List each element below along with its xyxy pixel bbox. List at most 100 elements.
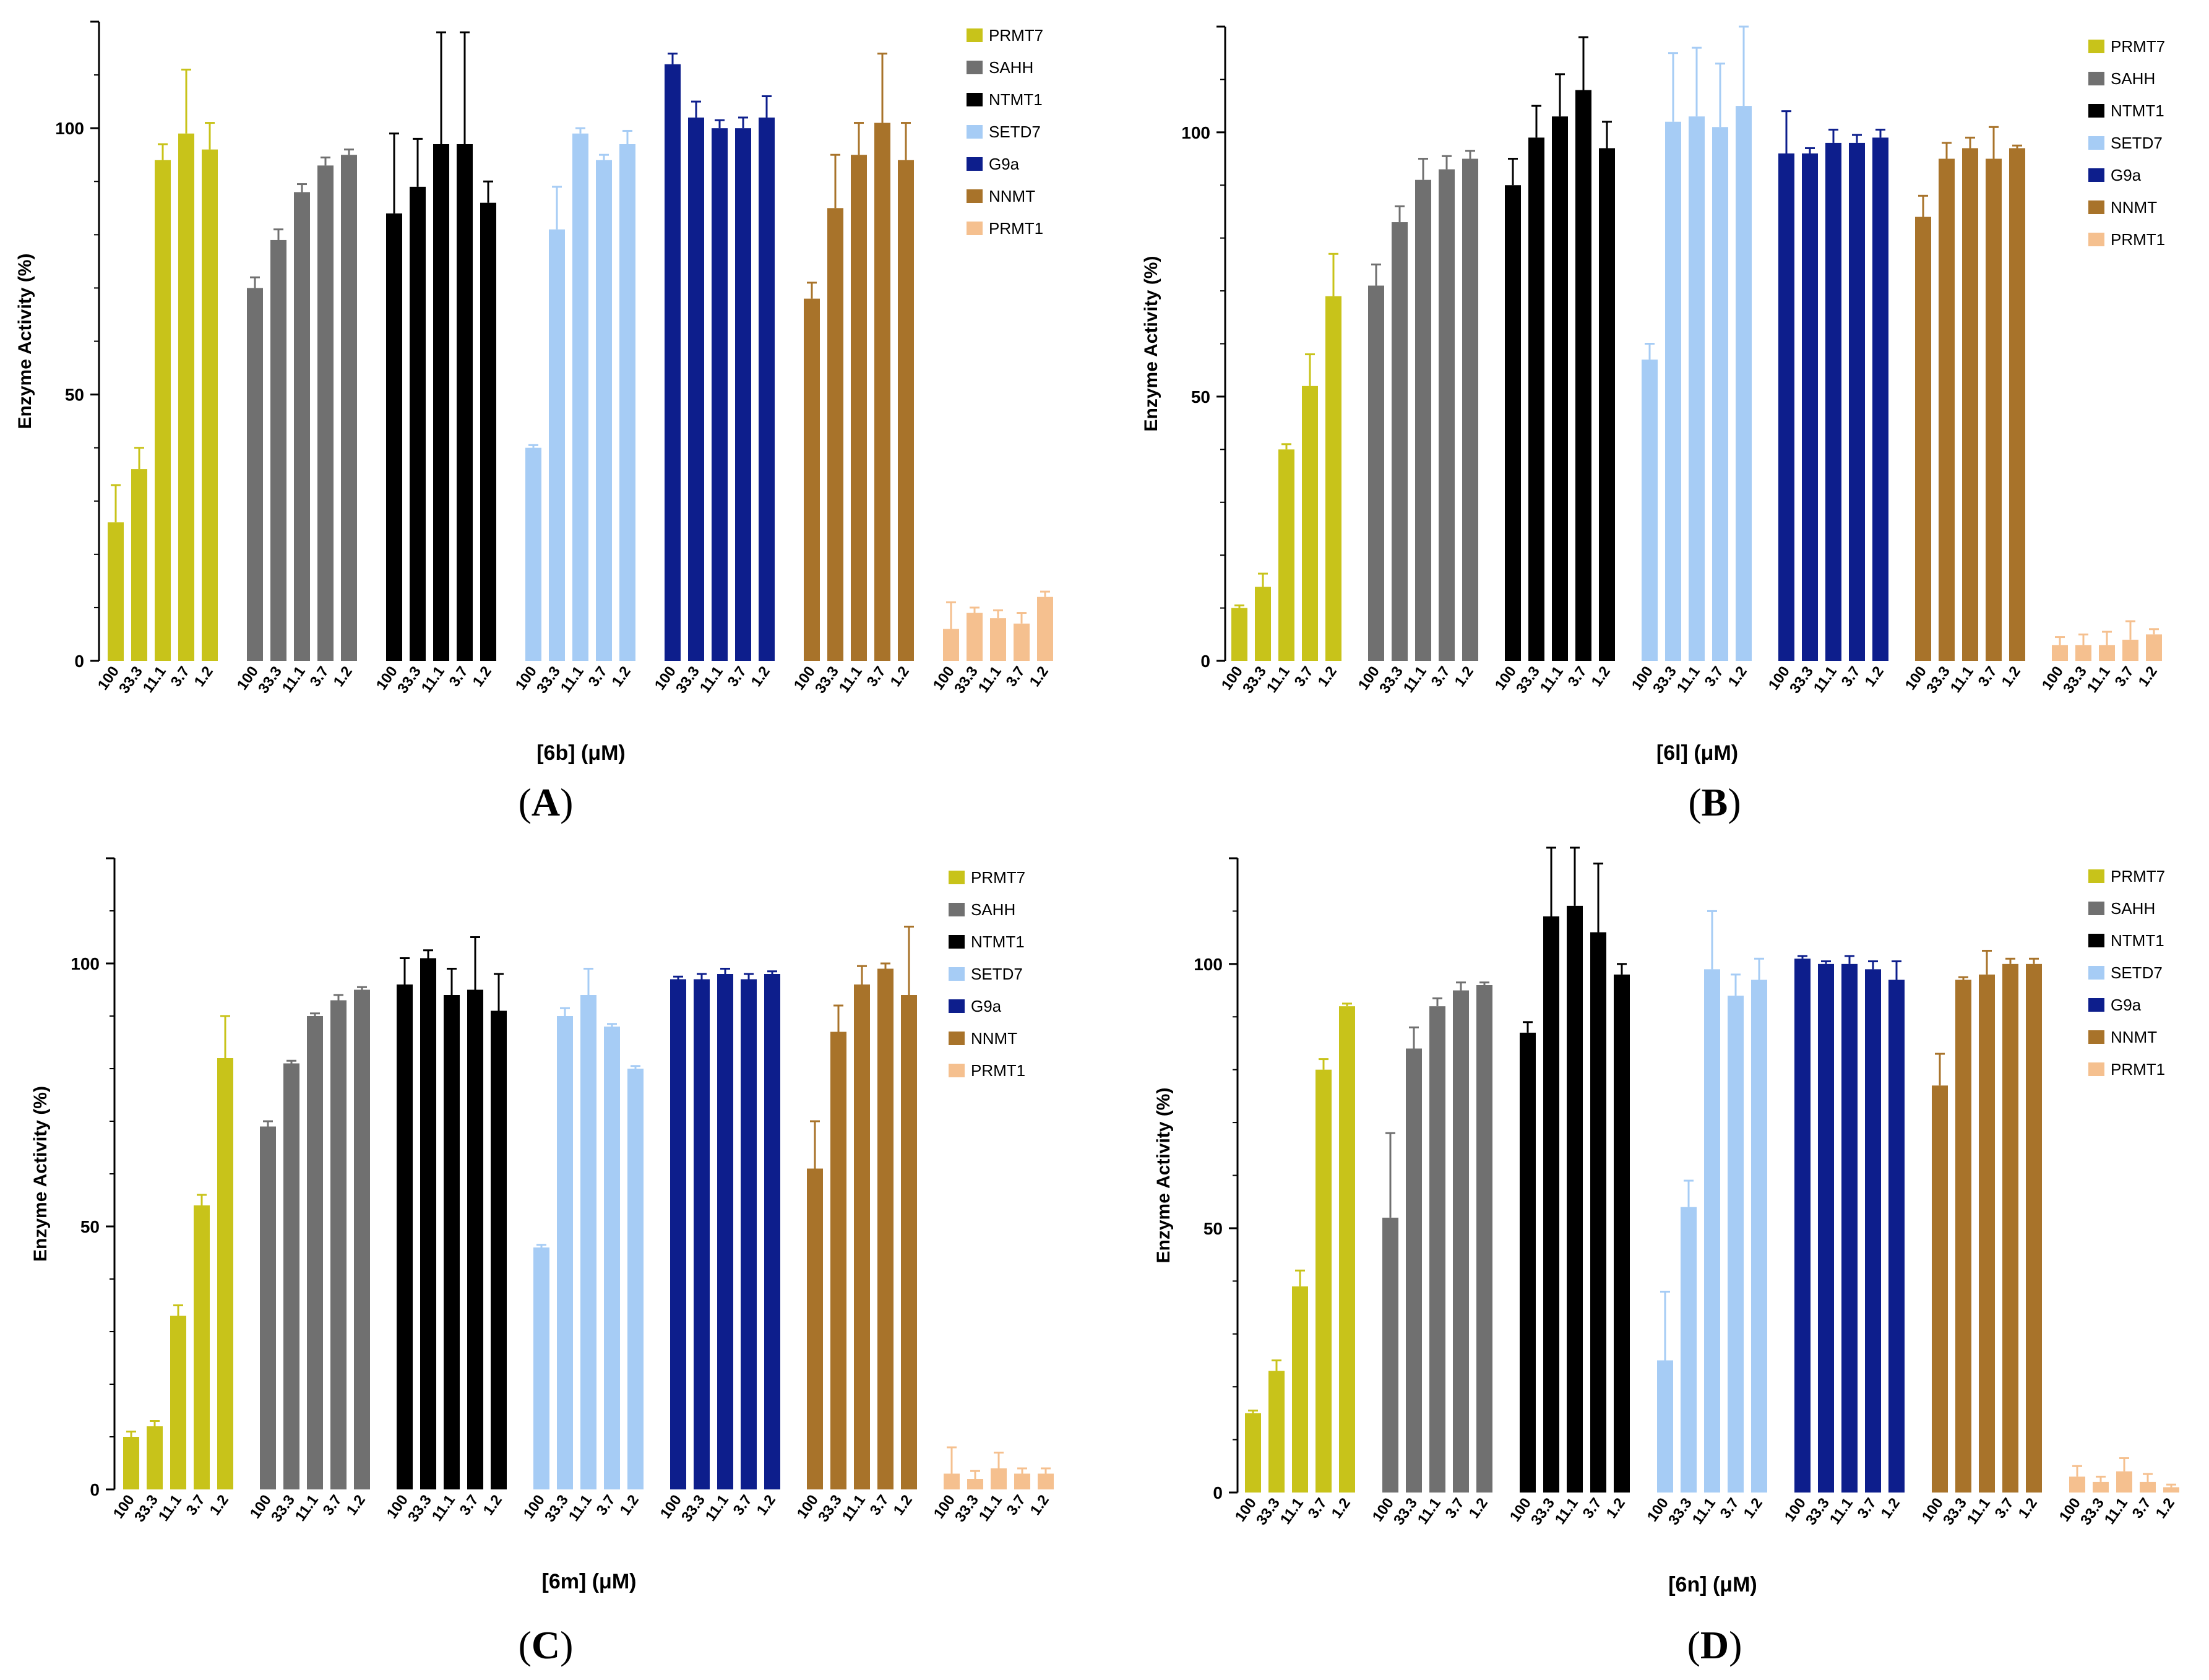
legend-swatch-sahh [949, 903, 965, 916]
bar-prmt7-11.1 [170, 1316, 186, 1489]
y-tick-label: 50 [65, 386, 84, 405]
x-tick-label: 1.2 [1027, 1492, 1053, 1518]
x-tick-label: 1.2 [1588, 663, 1614, 690]
legend-swatch-nnmt [2088, 200, 2104, 214]
bar-ntmt1-33.3 [420, 958, 436, 1489]
bar-setd7-3.7 [1712, 127, 1728, 661]
bar-setd7-100 [1657, 1360, 1673, 1493]
bar-nnmt-3.7 [874, 123, 890, 661]
y-tick-label: 50 [80, 1217, 100, 1236]
x-tick-label: 1.2 [343, 1492, 369, 1518]
x-axis-label: [6b] (μM) [536, 741, 626, 765]
bar-prmt1-3.7 [2122, 639, 2138, 661]
bar-nnmt-100 [1932, 1085, 1948, 1493]
legend-label-prmt1: PRMT1 [989, 219, 1043, 238]
bar-sahh-3.7 [317, 165, 334, 661]
x-tick-label: 1.2 [207, 1492, 232, 1518]
bar-nnmt-33.3 [827, 208, 843, 661]
bar-sahh-1.2 [1476, 985, 1492, 1493]
bar-prmt1-11.1 [2099, 645, 2115, 661]
bar-setd7-33.3 [557, 1016, 573, 1489]
bar-sahh-100 [1368, 285, 1384, 661]
legend-swatch-prmt1 [967, 222, 983, 235]
x-tick-label: 33.3 [541, 1492, 572, 1525]
bar-setd7-11.1 [1704, 969, 1720, 1493]
bar-prmt1-1.2 [1037, 597, 1053, 661]
x-tick-label: 1.2 [1328, 1495, 1354, 1522]
bar-g9a-3.7 [1865, 969, 1881, 1493]
bar-g9a-3.7 [735, 128, 751, 661]
bar-g9a-33.3 [694, 979, 710, 1489]
legend-swatch-nnmt [949, 1032, 965, 1045]
y-tick-label: 50 [1204, 1219, 1223, 1238]
bar-sahh-33.3 [283, 1063, 299, 1489]
bar-g9a-100 [670, 979, 686, 1489]
x-tick-label: 33.3 [815, 1492, 845, 1525]
bar-sahh-1.2 [341, 155, 357, 661]
y-axis-label: Enzyme Activity (%) [1153, 1088, 1174, 1264]
x-tick-label: 33.3 [405, 1492, 435, 1525]
bar-prmt1-3.7 [2140, 1481, 2156, 1493]
x-tick-label: 3.7 [1717, 1495, 1742, 1522]
x-tick-label: 1.2 [1862, 663, 1887, 690]
bar-ntmt1-1.2 [491, 1010, 507, 1489]
x-tick-label: 1.2 [754, 1492, 779, 1518]
legend-label-setd7: SETD7 [2111, 963, 2163, 982]
bar-prmt7-100 [1231, 608, 1247, 661]
x-tick-label: 11.1 [155, 1492, 185, 1525]
legend-label-ntmt1: NTMT1 [971, 933, 1025, 951]
x-tick-label: 1.2 [887, 663, 913, 690]
x-tick-label: 33.3 [1802, 1495, 1833, 1528]
x-tick-label: 1.2 [1725, 663, 1750, 690]
legend-label-g9a: G9a [2111, 166, 2142, 184]
x-tick-label: 33.3 [116, 663, 146, 697]
bar-prmt7-3.7 [178, 133, 194, 661]
x-tick-label: 33.3 [2060, 663, 2090, 697]
x-tick-label: 1.2 [470, 663, 495, 690]
bar-nnmt-1.2 [2026, 963, 2042, 1493]
y-tick-label: 0 [74, 652, 84, 671]
x-tick-label: 11.1 [839, 1492, 869, 1525]
x-tick-label: 3.7 [585, 663, 611, 690]
x-tick-label: 11.1 [1415, 1495, 1444, 1528]
legend-label-prmt1: PRMT1 [2111, 230, 2165, 249]
x-tick-label: 3.7 [730, 1492, 756, 1518]
panel-a: 0 50 100 Enzyme Activity (%) 100 33.3 11.1 3.7 1… [0, 0, 1104, 840]
x-tick-label: 33.3 [1665, 1495, 1695, 1528]
x-axis-label: [6n] (μM) [1668, 1573, 1757, 1596]
x-tick-label: 3.7 [1580, 1495, 1605, 1522]
legend-swatch-prmt7 [2088, 869, 2104, 883]
legend-label-g9a: G9a [2111, 996, 2142, 1014]
bar-prmt1-3.7 [1014, 623, 1030, 661]
x-axis-label: [6m] (μM) [542, 1570, 637, 1593]
bar-sahh-11.1 [1415, 179, 1431, 661]
x-tick-label: 1.2 [1452, 663, 1477, 690]
bar-setd7-3.7 [604, 1027, 620, 1489]
x-tick-label: 3.7 [867, 1492, 892, 1518]
x-tick-label: 33.3 [1513, 663, 1543, 697]
bar-sahh-3.7 [1439, 169, 1455, 661]
legend-swatch-ntmt1 [949, 935, 965, 949]
bar-ntmt1-33.3 [1543, 916, 1559, 1493]
x-tick-label: 11.1 [836, 663, 866, 696]
legend-swatch-prmt1 [2088, 1062, 2104, 1076]
bar-g9a-1.2 [764, 974, 780, 1489]
x-tick-label: 1.2 [330, 663, 356, 690]
x-tick-label: 11.1 [1264, 663, 1293, 696]
bar-sahh-1.2 [1462, 158, 1478, 661]
x-tick-label: 11.1 [1400, 663, 1430, 696]
bar-sahh-11.1 [294, 192, 310, 661]
bar-sahh-33.3 [1406, 1048, 1422, 1493]
bar-ntmt1-100 [397, 984, 413, 1489]
bar-setd7-33.3 [549, 229, 565, 661]
x-tick-label: 3.7 [457, 1492, 482, 1518]
bar-sahh-100 [1382, 1217, 1398, 1493]
bar-prmt1-1.2 [2146, 634, 2162, 661]
bar-g9a-1.2 [1888, 980, 1905, 1493]
legend-label-prmt7: PRMT7 [2111, 867, 2165, 885]
bar-setd7-11.1 [1689, 116, 1705, 661]
bar-setd7-100 [533, 1247, 549, 1489]
x-tick-label: 33.3 [1239, 663, 1270, 697]
x-tick-label: 33.3 [1923, 663, 1953, 697]
